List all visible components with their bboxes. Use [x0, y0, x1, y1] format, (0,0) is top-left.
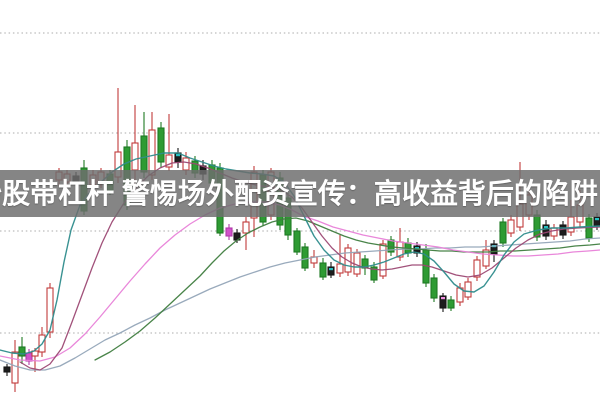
- candle: [3, 364, 11, 376]
- candle: [293, 228, 301, 255]
- candle: [542, 220, 550, 240]
- candle: [353, 249, 361, 277]
- headline-text: 炒股带杠杆 警惕场外配资宣传：高收益背后的陷阱！: [0, 178, 600, 209]
- candle: [439, 293, 447, 312]
- candle: [447, 296, 455, 311]
- candle: [464, 278, 472, 300]
- candle: [550, 224, 558, 240]
- candle: [140, 112, 148, 178]
- candle: [165, 114, 173, 171]
- candle: [38, 327, 46, 357]
- candle: [379, 240, 387, 279]
- candle: [310, 250, 318, 268]
- candle: [507, 215, 515, 237]
- candle: [361, 255, 369, 275]
- ma-slow-grayblue: [0, 237, 600, 371]
- headline-banner: 炒股带杠杆 警惕场外配资宣传：高收益背后的陷阱！: [0, 170, 600, 217]
- candle: [430, 274, 438, 302]
- candle: [157, 122, 165, 168]
- candle: [473, 256, 481, 281]
- candle: [327, 262, 335, 278]
- candle: [225, 224, 233, 240]
- candle: [242, 217, 250, 250]
- candle: [319, 258, 327, 280]
- candle: [499, 218, 507, 247]
- candle: [301, 243, 309, 271]
- candle: [174, 148, 182, 168]
